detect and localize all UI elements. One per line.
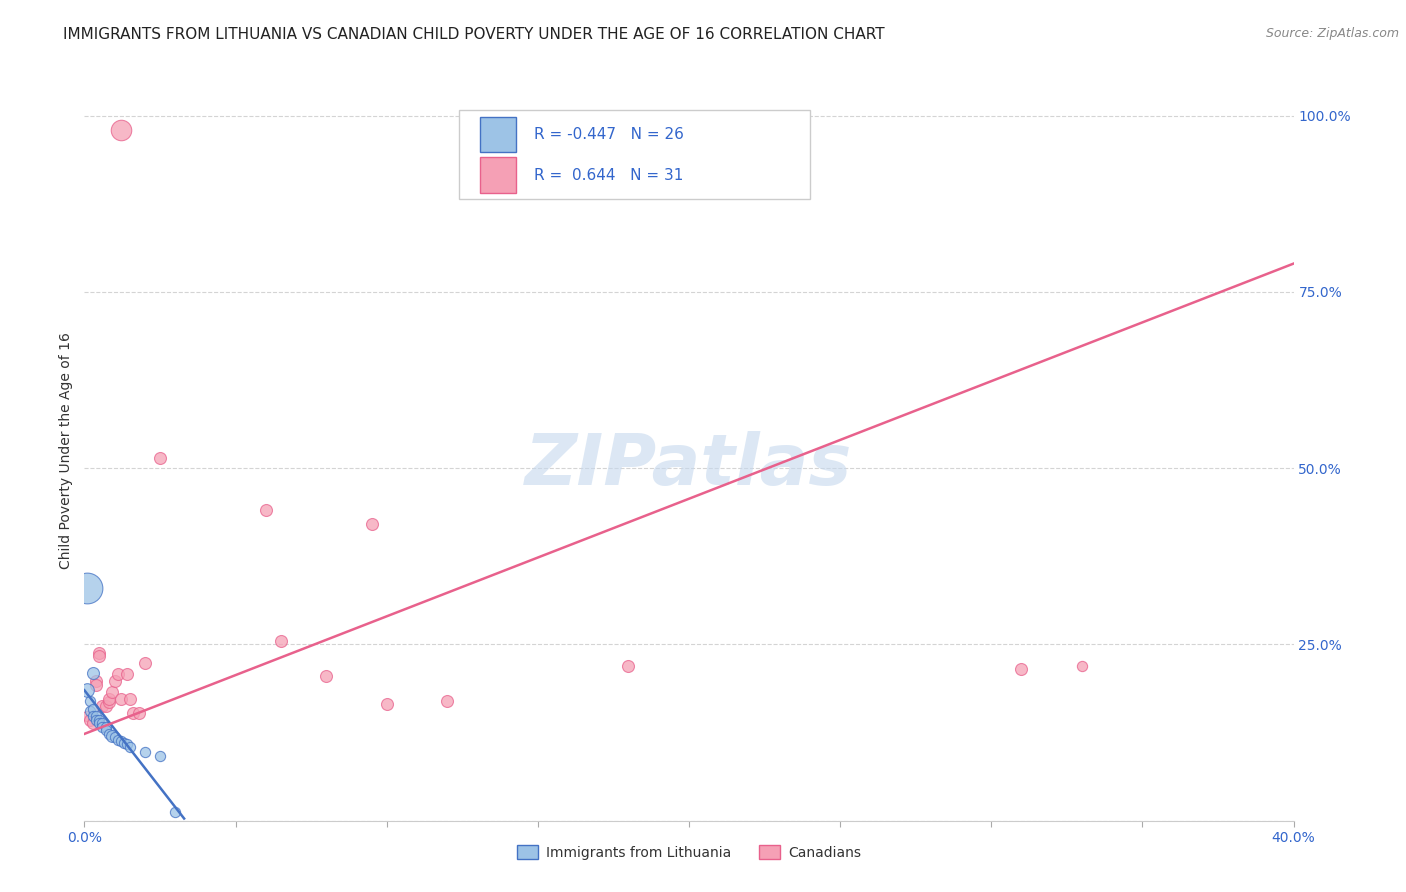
Point	[121, 706, 143, 720]
Point	[149, 450, 172, 465]
Point	[89, 713, 111, 727]
Point	[97, 691, 120, 706]
Point	[86, 709, 108, 723]
Point	[134, 745, 156, 759]
Point	[76, 581, 98, 595]
Point	[79, 713, 101, 727]
Point	[128, 706, 150, 720]
Point	[82, 665, 104, 680]
FancyBboxPatch shape	[479, 117, 516, 153]
Text: R =  0.644   N = 31: R = 0.644 N = 31	[534, 168, 683, 183]
Text: R = -0.447   N = 26: R = -0.447 N = 26	[534, 127, 685, 142]
Point	[617, 658, 640, 673]
Point	[97, 727, 120, 741]
Point	[134, 657, 156, 671]
Point	[91, 698, 114, 713]
Point	[270, 633, 292, 648]
Point	[149, 748, 172, 763]
Point	[86, 673, 108, 688]
Point	[94, 723, 117, 738]
Point	[82, 709, 104, 723]
Point	[89, 716, 111, 731]
Point	[82, 702, 104, 716]
FancyBboxPatch shape	[460, 110, 810, 199]
Point	[1011, 662, 1033, 676]
FancyBboxPatch shape	[479, 157, 516, 193]
Point	[94, 720, 117, 734]
Point	[91, 716, 114, 731]
Text: IMMIGRANTS FROM LITHUANIA VS CANADIAN CHILD POVERTY UNDER THE AGE OF 16 CORRELAT: IMMIGRANTS FROM LITHUANIA VS CANADIAN CH…	[63, 27, 884, 42]
Point	[91, 720, 114, 734]
Point	[97, 695, 120, 709]
Point	[107, 667, 129, 681]
Point	[107, 732, 129, 747]
Point	[79, 704, 101, 718]
Point	[115, 738, 138, 752]
Point	[375, 698, 398, 712]
Point	[82, 716, 104, 731]
Point	[118, 739, 141, 754]
Point	[110, 122, 132, 136]
Point	[104, 673, 127, 688]
Point	[89, 646, 111, 660]
Point	[360, 517, 382, 532]
Point	[118, 691, 141, 706]
Point	[86, 677, 108, 691]
Point	[79, 694, 101, 708]
Point	[112, 736, 135, 750]
Point	[1071, 658, 1094, 673]
Text: Source: ZipAtlas.com: Source: ZipAtlas.com	[1265, 27, 1399, 40]
Point	[104, 731, 127, 745]
Legend: Immigrants from Lithuania, Canadians: Immigrants from Lithuania, Canadians	[512, 839, 866, 865]
Y-axis label: Child Poverty Under the Age of 16: Child Poverty Under the Age of 16	[59, 332, 73, 569]
Point	[110, 734, 132, 748]
Text: ZIPatlas: ZIPatlas	[526, 431, 852, 500]
Point	[436, 694, 458, 708]
Point	[115, 667, 138, 681]
Point	[94, 698, 117, 713]
Point	[100, 729, 122, 743]
Point	[254, 503, 277, 517]
Point	[110, 691, 132, 706]
Point	[100, 684, 122, 698]
Point	[89, 649, 111, 664]
Point	[76, 709, 98, 723]
Point	[86, 713, 108, 727]
Point	[315, 669, 337, 683]
Point	[76, 683, 98, 698]
Point	[165, 805, 187, 820]
